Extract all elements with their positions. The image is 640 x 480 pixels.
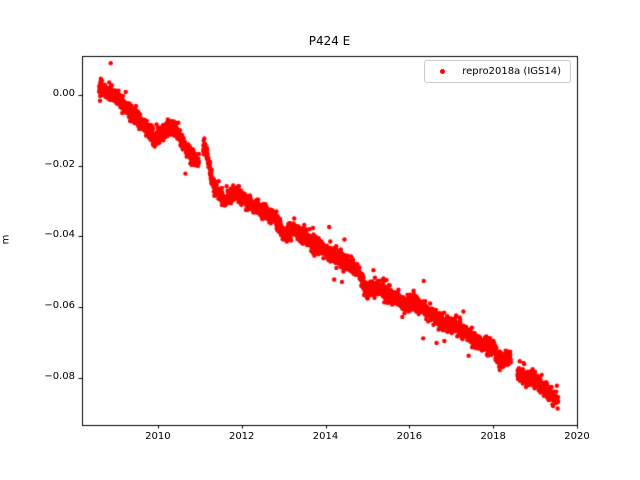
legend-entry-label: repro2018a (IGS14) — [462, 66, 561, 77]
x-tick-label: 2012 — [228, 431, 255, 442]
y-tick-label: −0.06 — [44, 300, 75, 312]
y-tick-label: −0.02 — [44, 158, 75, 170]
y-tick-label: 0.00 — [52, 87, 75, 99]
x-tick-label: 2016 — [396, 431, 423, 442]
x-tick-label: 2014 — [312, 431, 339, 442]
chart-title: P424 E — [308, 34, 351, 48]
x-tick-label: 2018 — [480, 431, 506, 442]
legend: repro2018a (IGS14) — [424, 60, 571, 83]
y-tick-label: −0.04 — [44, 229, 75, 241]
y-tick-label: −0.08 — [44, 371, 75, 383]
y-axis-label: m — [0, 234, 12, 245]
x-tick-label: 2010 — [145, 431, 171, 442]
legend-marker-icon — [440, 69, 446, 74]
x-tick-label: 2020 — [564, 431, 590, 442]
